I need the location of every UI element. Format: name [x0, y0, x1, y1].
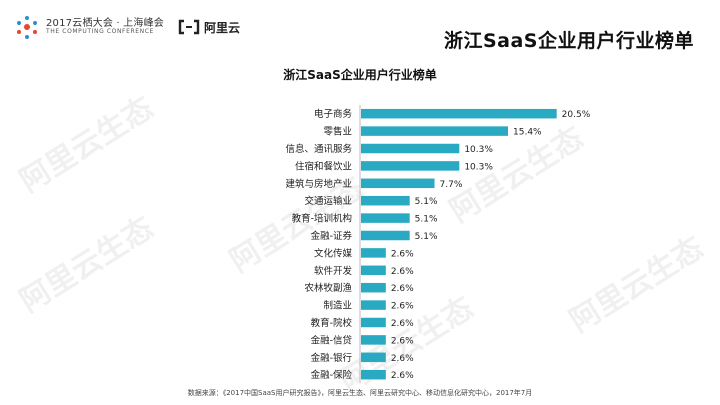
bar	[361, 108, 557, 119]
page-title: 浙江SaaS企业用户行业榜单	[443, 30, 694, 52]
value-label: 2.6%	[391, 302, 414, 312]
bar	[361, 126, 508, 136]
aliyun-logo: 阿里云	[178, 19, 240, 36]
value-label: 2.6%	[391, 319, 414, 329]
chart-title: 浙江SaaS企业用户行业榜单	[283, 68, 437, 82]
bar	[361, 265, 386, 276]
value-label: 20.5%	[562, 110, 591, 120]
bar	[361, 335, 386, 345]
category-label: 金融-信贷	[311, 334, 352, 346]
value-label: 2.6%	[391, 354, 414, 364]
category-label: 教育-院校	[311, 317, 353, 329]
bar	[361, 300, 386, 310]
value-label: 2.6%	[391, 284, 414, 294]
conference-logo: 2017云栖大会 · 上海峰会 THE COMPUTING CONFERENCE	[14, 14, 164, 40]
category-label: 住宿和餐饮业	[295, 160, 352, 172]
value-label: 2.6%	[391, 249, 414, 259]
category-label: 金融-银行	[311, 352, 353, 364]
value-label: 5.1%	[415, 215, 438, 225]
bar	[361, 213, 410, 223]
value-label: 5.1%	[415, 197, 438, 207]
value-label: 15.4%	[513, 128, 542, 138]
value-label: 7.7%	[440, 180, 463, 190]
bar	[361, 195, 410, 206]
category-label: 农林牧副渔	[304, 282, 352, 294]
bar	[361, 161, 460, 171]
value-label: 2.6%	[391, 267, 414, 277]
conference-name: 2017云栖大会 · 上海峰会	[46, 18, 164, 30]
value-label: 2.6%	[391, 336, 414, 346]
category-label: 信息、通讯服务	[285, 143, 352, 155]
conference-mark-icon	[17, 16, 37, 39]
brand-name: 阿里云	[204, 20, 241, 35]
bar	[361, 230, 410, 241]
category-label: 制造业	[323, 300, 352, 312]
bar	[361, 178, 435, 189]
category-label: 零售业	[323, 126, 352, 138]
category-label: 交通运输业	[304, 195, 352, 207]
bar	[361, 143, 460, 154]
category-label: 建筑与房地产业	[285, 178, 352, 190]
bar	[361, 369, 386, 380]
bar	[361, 317, 386, 328]
value-label: 10.3%	[464, 162, 493, 172]
category-label: 文化传媒	[314, 247, 353, 259]
category-label: 软件开发	[314, 265, 353, 277]
value-label: 5.1%	[415, 232, 438, 242]
bar	[361, 352, 386, 363]
bar	[361, 282, 386, 293]
value-label: 2.6%	[391, 371, 414, 381]
category-label: 金融-保险	[311, 369, 353, 381]
conference-subtitle: THE COMPUTING CONFERENCE	[46, 28, 154, 36]
category-label: 电子商务	[314, 108, 353, 120]
aliyun-mark-icon	[178, 19, 200, 35]
source-note: 数据来源：《2017中国SaaS用户研究报告》，阿里云生态、阿里云研究中心、移动…	[187, 389, 533, 397]
category-label: 教育-培训机构	[292, 213, 352, 225]
header-logos: 2017云栖大会 · 上海峰会 THE COMPUTING CONFERENCE…	[14, 14, 240, 40]
category-label: 金融-证券	[311, 230, 353, 242]
bar	[361, 248, 386, 258]
value-label: 10.3%	[464, 145, 493, 155]
